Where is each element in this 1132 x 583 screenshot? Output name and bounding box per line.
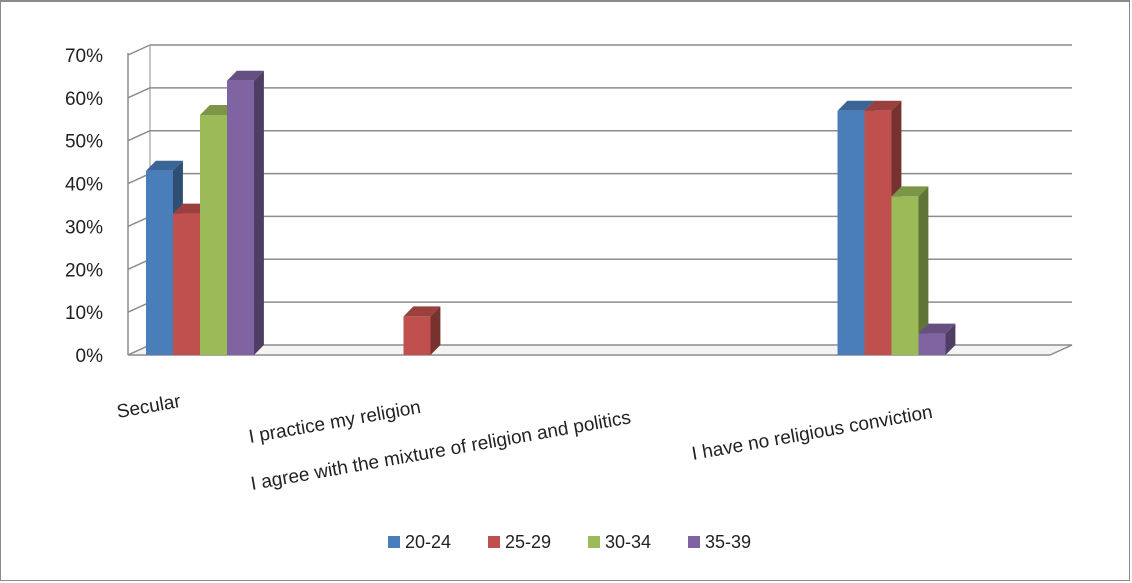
y-tick-label: 50% [65, 132, 103, 153]
y-tick-label: 40% [65, 175, 103, 196]
y-tick-label: 0% [76, 346, 104, 367]
bar [403, 306, 441, 355]
bar [227, 70, 264, 355]
legend-entry: 35-39 [705, 532, 751, 552]
gridline-depth [127, 44, 151, 56]
category-label: I practice my religion [247, 397, 422, 448]
legend: 20-24 25-29 30-34 35-39 [388, 532, 751, 552]
legend-swatch [688, 536, 700, 548]
gridlines [127, 44, 1073, 356]
y-tick-label: 30% [65, 217, 103, 238]
chart-floor [127, 344, 1073, 356]
gridline-depth [127, 130, 151, 142]
legend-swatch [488, 536, 500, 548]
bar [918, 323, 956, 355]
y-tick-label: 10% [65, 303, 103, 324]
category-label: Secular [115, 391, 183, 423]
y-tick-label: 70% [65, 46, 103, 67]
legend-entry: 20-24 [405, 532, 451, 552]
legend-swatch [588, 536, 600, 548]
y-axis-ticks: 0% 10% 20% 30% 40% 50% 60% 70% [65, 46, 103, 367]
y-tick-label: 20% [65, 260, 103, 281]
gridline-depth [127, 87, 151, 99]
bar [891, 186, 929, 355]
legend-entry: 25-29 [505, 532, 551, 552]
legend-entry: 30-34 [605, 532, 651, 552]
y-tick-label: 60% [65, 89, 103, 110]
bars [146, 70, 956, 355]
legend-swatch [388, 536, 400, 548]
category-label: I have no religious conviction [690, 402, 934, 465]
